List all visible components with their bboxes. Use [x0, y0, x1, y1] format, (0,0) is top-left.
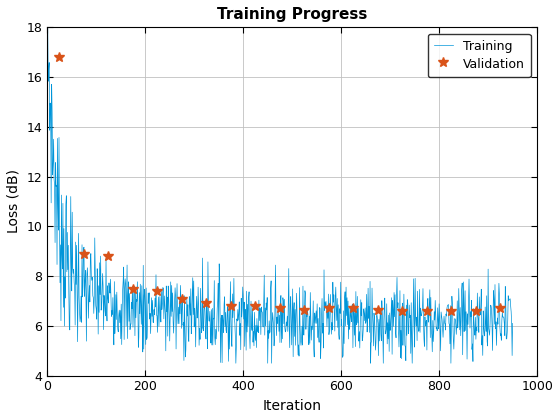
- Validation: [154, 289, 161, 294]
- Line: Validation: Validation: [55, 52, 505, 316]
- Legend: Training, Validation: Training, Validation: [428, 34, 531, 77]
- Validation: [497, 306, 504, 311]
- Training: [151, 312, 158, 317]
- X-axis label: Iteration: Iteration: [263, 399, 321, 413]
- Validation: [301, 307, 308, 312]
- Line: Training: Training: [48, 27, 512, 363]
- Training: [440, 335, 446, 340]
- Validation: [350, 306, 357, 311]
- Training: [44, 25, 51, 30]
- Validation: [81, 251, 87, 256]
- Training: [509, 321, 516, 326]
- Validation: [399, 308, 406, 313]
- Validation: [105, 254, 112, 259]
- Validation: [325, 306, 332, 311]
- Validation: [203, 301, 210, 306]
- Training: [442, 312, 449, 317]
- Validation: [277, 306, 283, 311]
- Validation: [227, 303, 234, 308]
- Training: [250, 329, 257, 334]
- Training: [143, 286, 150, 291]
- Validation: [375, 307, 381, 312]
- Validation: [252, 303, 259, 308]
- Validation: [448, 308, 455, 313]
- Validation: [56, 55, 63, 60]
- Validation: [473, 308, 479, 313]
- Validation: [423, 308, 430, 313]
- Title: Training Progress: Training Progress: [217, 7, 367, 22]
- Validation: [129, 286, 136, 291]
- Y-axis label: Loss (dB): Loss (dB): [7, 169, 21, 234]
- Validation: [179, 296, 185, 301]
- Training: [232, 361, 239, 366]
- Training: [393, 294, 400, 299]
